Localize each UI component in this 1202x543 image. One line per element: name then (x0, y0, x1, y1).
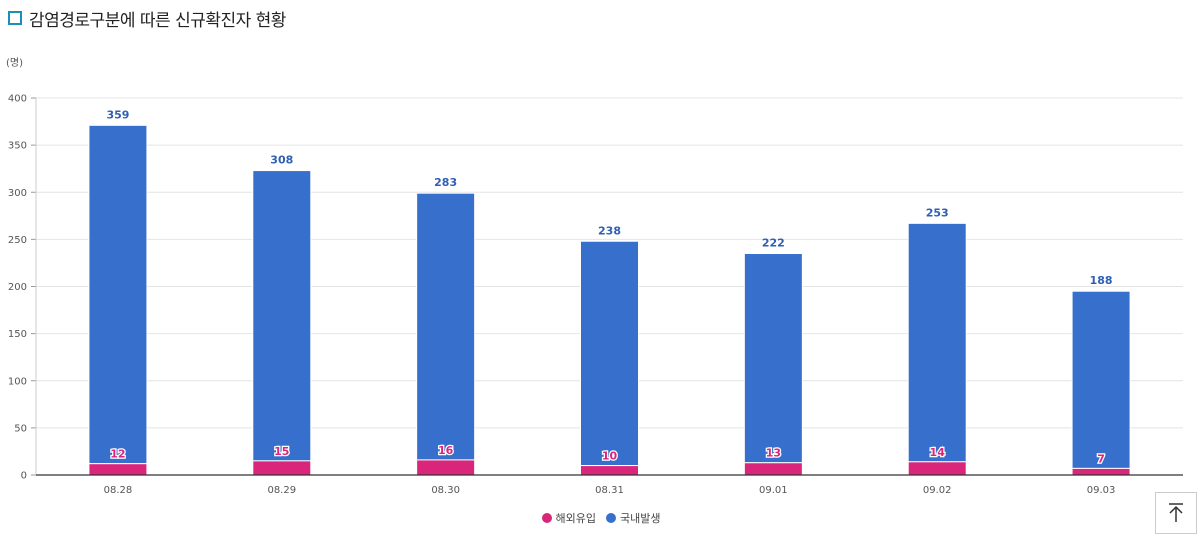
y-tick-label: 0 (21, 471, 27, 482)
data-label-overseas: 12 (110, 448, 125, 461)
bar-overseas (88, 463, 148, 476)
data-label-domestic: 253 (926, 206, 949, 219)
chart-legend: 해외유입 국내발생 (0, 510, 1202, 526)
x-tick-label: 09.01 (759, 485, 788, 496)
data-label-overseas: 13 (766, 447, 781, 460)
y-tick-label: 100 (8, 376, 27, 387)
y-tick-label: 200 (8, 282, 27, 293)
stacked-bar-chart: 0 50 100 150 200 250 300 350 400 359 12 08.28 308 15 0… (8, 94, 1183, 496)
bar-overseas (743, 462, 803, 476)
arrow-up-to-top-icon (1169, 503, 1183, 522)
y-tick-label: 150 (8, 329, 27, 340)
x-tick-label: 08.29 (267, 485, 296, 496)
legend-item-overseas[interactable]: 해외유입 (541, 510, 596, 526)
y-tick-label: 400 (8, 94, 27, 105)
page-title: 감염경로구분에 따른 신규확진자 현황 (29, 10, 286, 31)
y-tick-label: 350 (8, 141, 27, 152)
data-label-domestic: 308 (270, 154, 293, 167)
legend-item-domestic[interactable]: 국내발생 (606, 510, 660, 526)
data-label-domestic: 222 (762, 237, 785, 250)
bar-domestic (907, 222, 967, 463)
bar-overseas (416, 459, 476, 476)
data-label-overseas: 7 (1097, 452, 1105, 465)
data-label-domestic: 283 (434, 176, 457, 189)
data-label-domestic: 238 (598, 224, 621, 237)
bar-overseas (580, 465, 639, 476)
data-label-domestic: 188 (1090, 274, 1113, 287)
chart-header: 감염경로구분에 따른 신규확진자 현황 (8, 6, 286, 31)
y-tick-label: 50 (14, 423, 27, 434)
x-tick-label: 09.02 (923, 485, 952, 496)
bar-domestic (1071, 290, 1131, 469)
square-bullet-icon (8, 11, 22, 25)
data-label-overseas: 16 (438, 444, 454, 457)
y-tick-label: 250 (8, 235, 27, 246)
domestic-legend-dot (606, 513, 616, 523)
legend-label-overseas: 해외유입 (555, 512, 596, 525)
y-tick-label: 300 (8, 188, 27, 199)
scroll-to-top-button[interactable] (1155, 492, 1197, 534)
x-tick-label: 08.28 (104, 485, 133, 496)
data-label-overseas: 14 (930, 446, 946, 459)
x-tick-label: 08.30 (431, 485, 460, 496)
bar-overseas (252, 460, 312, 476)
legend-label-domestic: 국내발생 (620, 512, 661, 525)
bar-domestic (88, 124, 148, 465)
x-tick-label: 09.03 (1087, 485, 1116, 496)
bar-domestic (580, 240, 639, 467)
x-tick-label: 08.31 (595, 485, 624, 496)
bar-domestic (252, 170, 312, 462)
bar-overseas (1071, 467, 1131, 476)
bar-domestic (743, 253, 803, 464)
y-axis-unit-label: (명) (6, 58, 24, 69)
overseas-legend-dot (541, 513, 552, 523)
data-label-domestic: 359 (106, 108, 129, 121)
data-label-overseas: 10 (602, 450, 618, 463)
bar-overseas (907, 461, 967, 476)
data-label-overseas: 15 (274, 445, 289, 458)
bar-domestic (416, 192, 476, 461)
